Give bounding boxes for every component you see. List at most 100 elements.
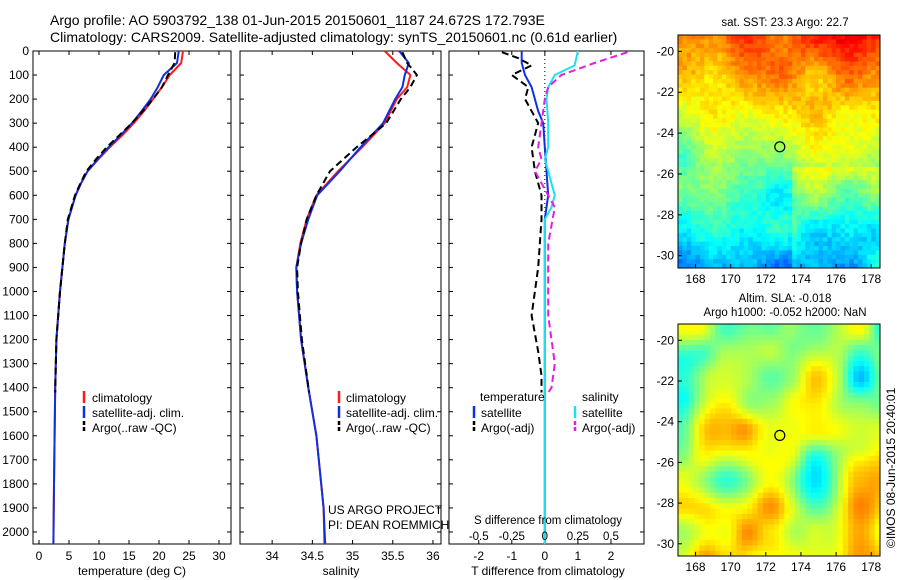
sst-map-cell [875, 166, 881, 172]
sla-map-cell [810, 498, 817, 504]
sla-map-cell [678, 366, 684, 372]
sla-map-cell [768, 360, 775, 367]
sst-map-cell [875, 140, 881, 146]
sla-map-cell [763, 455, 769, 462]
sst-map-cell [704, 162, 710, 168]
sla-map-cell [869, 360, 876, 367]
sst-map-cell [739, 105, 745, 111]
sst-map-cell [866, 35, 872, 40]
sst-map-cell [836, 144, 841, 150]
sst-map-cell [858, 224, 863, 229]
sla-map-cell [810, 482, 817, 488]
sst-map-cell [682, 65, 688, 71]
sla-map-cell [720, 329, 727, 335]
sla-map-cell [699, 503, 705, 509]
sla-map-cell [858, 455, 865, 462]
sst-map-cell [858, 206, 863, 212]
sla-map-cell [725, 440, 732, 446]
sla-map-cell [741, 529, 748, 536]
sst-map-cell [787, 74, 793, 80]
sla-map-cell [752, 513, 759, 520]
sla-map-cell [853, 418, 860, 425]
sla-map-cell [805, 350, 812, 357]
sst-map-cell [871, 206, 877, 212]
sla-map-cell [741, 424, 748, 430]
sst-map-cell [774, 228, 780, 234]
sst-map-cell [691, 158, 696, 163]
sst-map-cell [822, 254, 828, 260]
sst-map-cell [779, 237, 784, 243]
sla-map-cell [741, 345, 748, 351]
sla-map-cell [715, 513, 721, 520]
sla-map-cell [821, 540, 828, 546]
sst-map-cell [730, 105, 736, 111]
sst-map-cell [730, 48, 736, 53]
sla-map-cell [800, 418, 806, 425]
sst-map-cell [748, 171, 754, 177]
sla-map-cell [779, 476, 785, 483]
sla-map-cell [842, 482, 849, 488]
sla-map-cell [704, 466, 711, 473]
sst-map-cell [783, 65, 789, 71]
sla-map-cell [789, 429, 796, 436]
sla-map-cell [779, 503, 785, 509]
sst-map-cell [682, 158, 688, 163]
sst-map-cell [858, 219, 863, 225]
depth-tick-label: 1600 [2, 429, 29, 443]
sst-map-cell [827, 224, 833, 229]
sla-map-cell [858, 508, 865, 515]
sst-map-cell [840, 250, 846, 256]
sla-map-cell [720, 450, 727, 457]
sla-map-cell [794, 392, 801, 399]
sla-map-cell [678, 445, 684, 451]
sst-map-cell [871, 43, 877, 49]
sst-map-cell [735, 153, 740, 159]
sst-map-cell [831, 241, 837, 247]
sst-map-cell [678, 39, 683, 45]
sst-map-cell [822, 109, 828, 115]
sst-map-cell [717, 48, 723, 53]
sst-map-cell [814, 215, 819, 221]
sla-map-cell [864, 408, 870, 415]
sla-map-cell [768, 498, 775, 504]
sst-map-cell [779, 48, 784, 53]
sst-map-cell [708, 193, 714, 199]
sst-map-cell [822, 140, 828, 146]
sla-map-cell [747, 429, 753, 436]
sla-map-cell [874, 508, 881, 515]
sst-map-cell [757, 166, 762, 172]
sst-map-cell [809, 228, 815, 234]
sst-map-cell [678, 35, 683, 40]
sst-map-cell [805, 118, 811, 124]
sla-map-cell [842, 371, 849, 378]
sst-map-cell [765, 246, 771, 251]
sst-map-cell [844, 197, 850, 203]
sla-map-cell [842, 413, 849, 420]
sla-map-cell [864, 450, 870, 457]
sst-map-cell [686, 122, 692, 128]
sla-map-cell [832, 508, 838, 515]
sst-map-cell [809, 219, 815, 225]
depth-tick-label: 1100 [3, 309, 29, 323]
sst-map-cell [765, 105, 771, 111]
sla-map-cell [736, 487, 743, 494]
sla-map-cell [773, 529, 780, 536]
sst-map-cell [858, 96, 863, 102]
sst-map-cell [770, 136, 776, 141]
sla-map-cell [768, 329, 775, 335]
sla-map-cell [768, 466, 775, 473]
sst-map-cell [752, 215, 758, 221]
sla-map-cell [731, 360, 737, 367]
sst-map-cell [836, 197, 841, 203]
sst-map-cell [840, 215, 846, 221]
sst-map-cell [840, 171, 846, 177]
sla-map-cell [693, 487, 700, 494]
sst-map-cell [792, 39, 797, 45]
sst-map-cell [686, 48, 692, 53]
sst-map-cell [783, 83, 789, 89]
sla-map-cell [816, 487, 822, 494]
sst-map-cell [721, 118, 727, 124]
sla-map-cell [858, 503, 865, 509]
sla-map-cell [842, 345, 849, 351]
sst-map-cell [717, 158, 723, 163]
